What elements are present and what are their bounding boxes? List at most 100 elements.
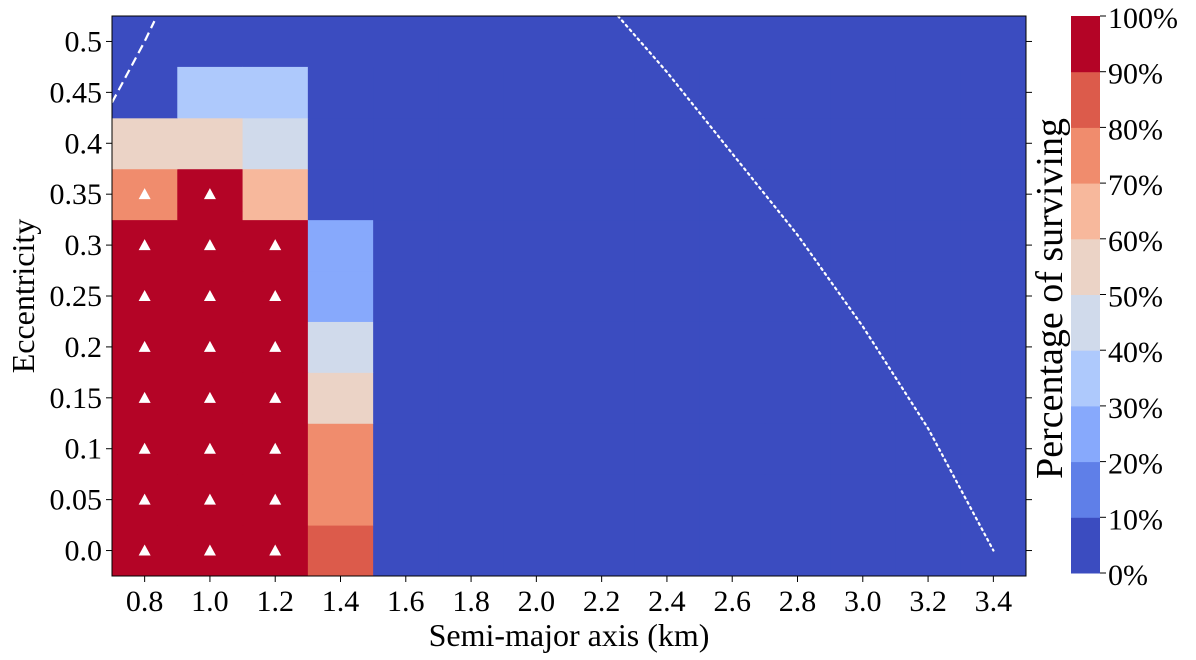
colorbar-segment (1071, 294, 1100, 351)
x-tick-label: 3.2 (909, 585, 947, 618)
heatmap-cell (438, 474, 505, 526)
heatmap-cell (569, 117, 635, 170)
heatmap-cell (699, 423, 766, 475)
heatmap-cell (895, 423, 962, 475)
heatmap-cell (438, 168, 505, 221)
triangle-marker (203, 544, 216, 556)
heatmap-cell (830, 372, 896, 424)
triangle-marker (138, 544, 151, 556)
heatmap-cell (960, 66, 1027, 119)
x-tick-label: 3.4 (975, 585, 1013, 618)
y-tick-label: 0.5 (65, 25, 103, 58)
colorbar-tick-label: 10% (1108, 503, 1163, 536)
heatmap-cell (503, 219, 570, 272)
triangle-marker (138, 188, 151, 200)
x-tick-label: 1.0 (191, 585, 229, 618)
heatmap-cell (895, 66, 962, 119)
heatmap-cell (830, 117, 896, 170)
x-tick-label: 0.8 (126, 585, 164, 618)
heatmap-cell (503, 66, 570, 119)
triangle-marker (269, 290, 282, 301)
heatmap-cell (503, 117, 570, 170)
heatmap-cell (438, 219, 505, 272)
heatmap-cell (634, 474, 701, 526)
heatmap-cell (634, 423, 701, 475)
heatmap-cell (895, 219, 962, 272)
heatmap-cell (307, 117, 374, 170)
heatmap-cell (764, 270, 831, 322)
heatmap-cell (960, 219, 1027, 272)
heatmap-cell (112, 117, 178, 170)
heatmap-cell (764, 474, 831, 526)
colorbar-segment (1071, 517, 1100, 574)
heatmap-cell (699, 270, 766, 322)
colorbar-tick-label: 20% (1108, 448, 1163, 481)
triangle-marker (138, 239, 151, 251)
heatmap-cell (960, 117, 1027, 170)
heatmap-cell (503, 372, 570, 424)
heatmap-cell (895, 168, 962, 221)
heatmap-cell (569, 270, 635, 322)
x-tick-label: 2.4 (648, 585, 686, 618)
heatmap-cell (960, 474, 1027, 526)
heatmap-cell (699, 66, 766, 119)
heatmap-cell (307, 270, 374, 322)
heatmap-cell (503, 168, 570, 221)
heatmap-cell (569, 321, 635, 373)
heatmap-cell (764, 66, 831, 119)
heatmap-cell (307, 474, 374, 526)
x-tick-label: 1.4 (322, 585, 360, 618)
heatmap-cell (699, 525, 766, 577)
dotted-boundary-curve (616, 14, 995, 552)
colorbar-tick-label: 80% (1108, 113, 1163, 146)
y-tick-label: 0.3 (65, 229, 103, 262)
triangle-marker (269, 544, 282, 556)
boundary-curves (111, 14, 995, 552)
triangle-marker (203, 290, 216, 301)
colorbar-segment (1071, 350, 1100, 407)
heatmap-cell (307, 219, 374, 272)
y-tick-label: 0.1 (65, 433, 103, 466)
colorbar-segment (1071, 16, 1100, 73)
heatmap-cell (438, 372, 505, 424)
heatmap-cell (503, 525, 570, 577)
heatmap-cell (373, 117, 439, 170)
heatmap-cell (112, 66, 178, 119)
heatmap-cell (307, 321, 374, 373)
triangle-marker (138, 442, 151, 454)
colorbar-tick-label: 100% (1108, 2, 1178, 35)
heatmap-cell (895, 474, 962, 526)
heatmap-cell (438, 321, 505, 373)
heatmap-cell (699, 168, 766, 221)
y-axis-ticks: 0.0 0.05 0.1 0.15 0.2 0.25 0.3 0.35 0.4 0.45 0.5 (50, 25, 1032, 568)
heatmap-cell (830, 66, 896, 119)
colorbar-tick-label: 30% (1108, 392, 1163, 425)
colorbar-label: Percentage of surviving (1029, 118, 1071, 479)
heatmap-cell (764, 525, 831, 577)
heatmap-cell (634, 66, 701, 119)
heatmap-cell (830, 423, 896, 475)
colorbar-tick-label: 90% (1108, 58, 1163, 91)
heatmap-cell (830, 270, 896, 322)
heatmap-cell (960, 270, 1027, 322)
heatmap-cell (373, 168, 439, 221)
heatmap-cell (830, 525, 896, 577)
heatmap-cell (895, 270, 962, 322)
heatmap-cell (699, 219, 766, 272)
heatmap-cell (699, 372, 766, 424)
heatmap-cell (503, 321, 570, 373)
colorbar-segment (1071, 405, 1100, 463)
y-tick-label: 0.25 (50, 280, 103, 313)
heatmap-cell (373, 66, 439, 119)
heatmap-cell (242, 117, 309, 170)
y-tick-label: 0.0 (65, 535, 103, 568)
colorbar-tick-label: 70% (1108, 169, 1163, 202)
y-axis-label: Eccentricity (5, 219, 41, 374)
x-tick-label: 1.6 (387, 585, 425, 618)
triangle-marker (269, 493, 282, 505)
heatmap-cell (960, 168, 1027, 221)
heatmap-cell (307, 423, 374, 475)
triangle-marker (269, 239, 282, 251)
heatmap-cell (373, 270, 439, 322)
heatmap-cell (307, 372, 374, 424)
